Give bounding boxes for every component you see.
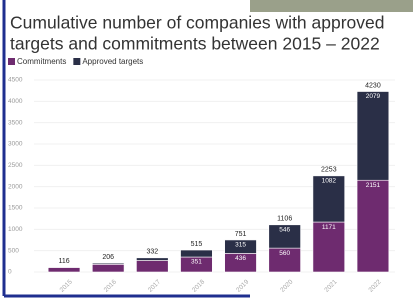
segment-label: 546 <box>279 227 290 234</box>
chart-title: targets and commitments between 2015 – 2… <box>10 34 380 54</box>
segment-label: 1082 <box>322 178 337 185</box>
chart: Cumulative number of companies with appr… <box>0 0 413 298</box>
legend-swatch <box>73 58 80 65</box>
segment-label: 315 <box>235 242 246 249</box>
bar-segment <box>357 92 389 181</box>
total-label: 1106 <box>277 216 292 223</box>
y-tick-label: 3000 <box>8 141 23 148</box>
y-tick-label: 500 <box>8 247 19 254</box>
y-tick-label: 2000 <box>8 183 23 190</box>
segment-label: 351 <box>191 259 202 266</box>
total-label: 751 <box>235 231 247 238</box>
x-tick-label: 2017 <box>147 278 162 293</box>
total-label: 2253 <box>321 167 337 174</box>
total-label: 515 <box>191 241 203 248</box>
bar-segment <box>136 260 168 272</box>
x-tick-label: 2016 <box>103 278 118 293</box>
y-tick-label: 4000 <box>8 98 23 105</box>
x-tick-label: 2022 <box>368 278 383 293</box>
segment-label: 560 <box>279 250 290 257</box>
x-tick-label: 2015 <box>59 278 74 293</box>
y-tick-label: 4500 <box>8 77 23 84</box>
legend-swatch <box>8 58 15 65</box>
bar-segment <box>357 180 389 272</box>
x-tick-label: 2021 <box>323 278 338 293</box>
total-label: 4230 <box>365 82 381 89</box>
page: Cumulative number of companies with appr… <box>0 0 413 298</box>
bar-segment <box>92 263 124 264</box>
total-label: 116 <box>58 258 69 265</box>
chart-title: Cumulative number of companies with appr… <box>10 13 385 33</box>
legend-label: Commitments <box>17 57 66 66</box>
y-tick-label: 2500 <box>8 162 23 169</box>
bar-segment <box>48 267 80 272</box>
y-tick-label: 3500 <box>8 119 23 126</box>
y-tick-label: 0 <box>8 269 12 276</box>
segment-label: 2079 <box>366 93 381 100</box>
y-tick-label: 1500 <box>8 205 23 212</box>
total-label: 206 <box>102 254 114 261</box>
segment-label: 2151 <box>366 182 381 189</box>
x-tick-label: 2018 <box>191 278 206 293</box>
legend-label: Approved targets <box>82 57 143 66</box>
bar-segment <box>92 264 124 272</box>
x-tick-label: 2020 <box>279 278 294 293</box>
y-tick-label: 1000 <box>8 226 23 233</box>
segment-label: 436 <box>235 255 246 262</box>
segment-label: 1171 <box>322 224 336 231</box>
bar-segment <box>136 258 168 261</box>
total-label: 332 <box>146 249 158 256</box>
x-tick-label: 2019 <box>235 278 250 293</box>
bar-segment <box>181 250 213 257</box>
photo-strip <box>250 0 413 12</box>
